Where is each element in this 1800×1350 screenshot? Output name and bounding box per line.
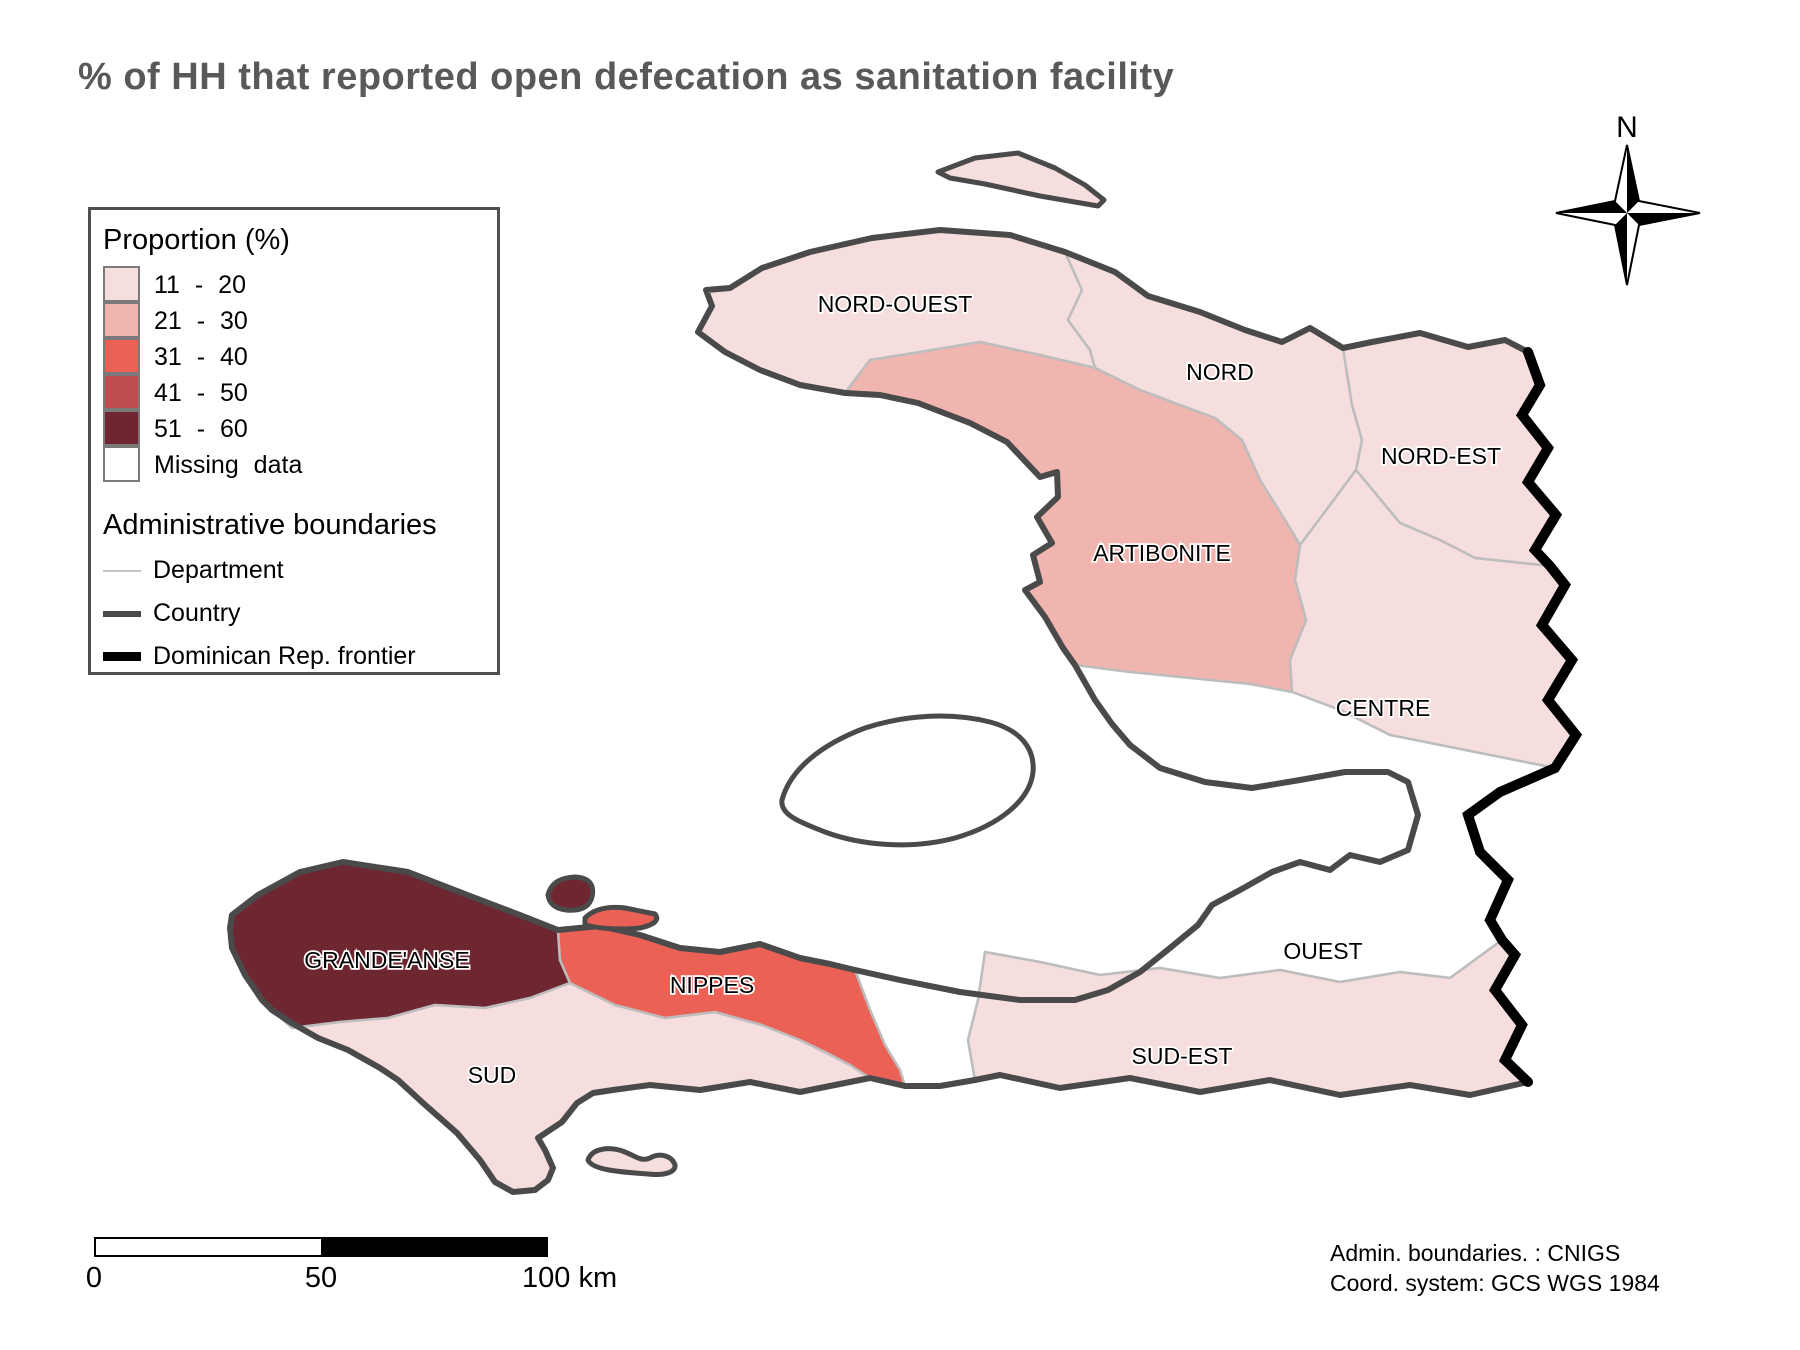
- label-artibonite: ARTIBONITE: [1093, 540, 1231, 566]
- country-line-sample: [103, 610, 141, 617]
- label-centre: CENTRE: [1336, 695, 1431, 721]
- legend-swatch-41-50: [103, 374, 140, 410]
- label-nord: NORD: [1186, 359, 1254, 385]
- legend-boundaries-title: Administrative boundaries: [103, 509, 437, 541]
- legend-swatch-missing: [103, 446, 140, 482]
- island-nippes-islet: [582, 905, 660, 932]
- legend-class-row: Missing data: [103, 446, 497, 483]
- legend-class-row: 21 - 30: [103, 302, 497, 339]
- legend-swatch-11-20: [103, 266, 140, 302]
- dominican-frontier-line: [1462, 347, 1583, 1087]
- frontier-line-sample: [103, 652, 141, 661]
- map-legend: Proportion (%) 11 - 20 21 - 30 31 - 40 4…: [88, 207, 500, 675]
- legend-class-row: 41 - 50: [103, 374, 497, 411]
- island-tortue: [935, 150, 1107, 209]
- north-arrow-label: N: [1616, 111, 1638, 144]
- legend-boundary-row: Dominican Rep. frontier: [103, 642, 497, 671]
- legend-proportion-title: Proportion (%): [103, 224, 290, 256]
- scale-bar: [94, 1237, 548, 1257]
- label-nord-ouest: NORD-OUEST: [818, 291, 973, 317]
- label-nippes: NIPPES: [670, 972, 754, 998]
- page-title: % of HH that reported open defecation as…: [78, 56, 1175, 98]
- island-cayemites: [545, 874, 596, 913]
- credit-coord-system: Coord. system: GCS WGS 1984: [1330, 1270, 1660, 1296]
- legend-swatch-21-30: [103, 302, 140, 338]
- island-ile-a-vache: [585, 1146, 678, 1177]
- label-nord-est: NORD-EST: [1381, 443, 1501, 469]
- label-ouest: OUEST: [1283, 938, 1362, 964]
- legend-class-row: 11 - 20: [103, 266, 497, 303]
- department-labels: NORD-OUEST NORD NORD-EST ARTIBONITE CENT…: [303, 289, 1503, 1090]
- label-grande-anse: GRANDE'ANSE: [304, 947, 469, 973]
- label-sud-est: SUD-EST: [1132, 1043, 1233, 1069]
- legend-boundary-row: Department: [103, 556, 497, 585]
- scale-tick-50: 50: [304, 1262, 338, 1294]
- legend-swatch-51-60: [103, 410, 140, 446]
- island-gonave: [779, 713, 1036, 848]
- scale-bar-segment-white: [96, 1239, 321, 1255]
- legend-class-row: 31 - 40: [103, 338, 497, 375]
- legend-boundary-row: Country: [103, 599, 497, 628]
- map-credits: Admin. boundaries. : CNIGS Coord. system…: [1330, 1238, 1660, 1298]
- department-line-sample: [103, 569, 141, 572]
- label-sud: SUD: [468, 1062, 517, 1088]
- credit-admin-boundaries: Admin. boundaries. : CNIGS: [1330, 1240, 1621, 1266]
- scale-tick-0: 0: [85, 1262, 103, 1294]
- scale-bar-segment-black: [321, 1239, 546, 1255]
- legend-class-row: 51 - 60: [103, 410, 497, 447]
- scale-tick-100: 100 km: [522, 1262, 618, 1294]
- legend-swatch-31-40: [103, 338, 140, 374]
- north-arrow-icon: N: [1555, 111, 1701, 286]
